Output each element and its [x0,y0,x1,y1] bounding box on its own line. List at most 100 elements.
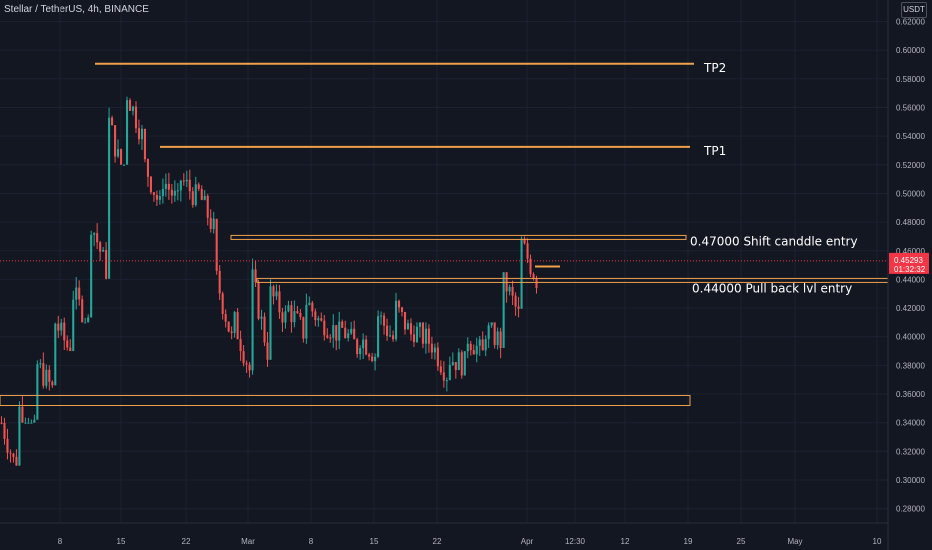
candle-body [466,343,469,352]
candle-body [302,317,305,339]
candle-body [164,183,167,189]
candle-body [499,331,502,348]
candle-body [475,345,478,355]
candle-body [179,180,182,191]
candle-body [409,323,413,335]
candle-body [173,190,176,196]
candle-body [365,339,368,355]
candle-body [356,339,359,355]
candle-body [490,322,493,326]
tp2-label: TP2 [703,61,726,75]
candle-body [170,189,173,196]
price-axis[interactable]: 0.62000 0.60000 0.58000 0.56000 0.54000 0.520… [896,17,925,513]
candle-body [233,312,236,333]
candle-body [158,196,161,200]
candle-body [278,291,281,313]
candle-body [140,128,144,140]
candle-body [487,325,490,340]
candle-body [236,312,239,340]
currency-button[interactable]: USDT [901,2,927,18]
price-tick-label: 0.28000 [896,505,925,514]
candle-body [251,269,254,371]
candle-body [122,164,126,166]
time-tick-label: 19 [684,537,693,546]
candle-body [212,218,215,229]
candle-body [134,106,138,129]
candle-body [197,184,200,189]
candle-body [344,327,347,339]
candle-body [269,286,272,360]
candle-body [341,321,344,328]
candle-body [523,238,526,244]
candle-body [15,456,18,466]
candle-body [45,369,48,386]
candle-body [84,322,87,324]
candle-body [505,272,508,292]
candle-body [60,322,63,331]
time-tick-label: 22 [433,537,442,546]
candle-body [239,339,242,352]
candle-body [508,287,511,292]
candle-body [457,352,460,371]
candle-body [161,188,164,197]
time-tick-label: 12 [621,537,630,546]
candle-body [143,128,147,160]
candle-body [296,311,299,314]
candle-body [209,217,212,229]
candle-body [200,188,203,200]
shift-entry-zone[interactable] [230,234,687,240]
candle-body [338,321,341,341]
candle-body [350,328,353,334]
candle-countdown: 01:32:32 [894,265,926,274]
candle-body [230,331,233,333]
candle-body [493,322,496,346]
candle-body [281,312,284,323]
candle-body [290,305,293,323]
candle-body [436,347,439,367]
candle-body [42,363,45,386]
candle-body [33,419,36,423]
candle-body [383,315,386,326]
candle-body [287,305,290,312]
candle-body [502,272,505,348]
candle-body [299,313,302,318]
candle-body [368,354,371,357]
candle-body [415,326,418,343]
candle-body [403,311,407,330]
candle-body [152,192,155,195]
candles [0,96,888,466]
candle-body [167,183,170,190]
price-tick-label: 0.48000 [896,218,925,227]
candle-body [433,347,436,353]
candle-body [391,335,395,340]
candle-body [0,422,3,424]
price-tick-label: 0.54000 [896,132,925,141]
candle-body [221,293,224,314]
candle-body [260,316,263,319]
support-zone[interactable] [0,394,691,407]
time-axis[interactable]: 8 15 22 Mar 8 15 22 Apr 12:30 12 19 25 May 10 [58,537,882,546]
annotation-levels[interactable]: TP2 TP1 0.47000 Shift canddle entry 0.44000… [0,61,889,407]
candle-body [386,325,389,336]
price-tick-label: 0.36000 [896,390,925,399]
candle-body [176,190,179,192]
candle-body [374,356,377,362]
candle-body [111,117,114,126]
candle-body [311,302,314,312]
candle-body [430,343,433,353]
candle-body [293,311,296,323]
candle-body [224,313,227,322]
candle-body [529,258,532,275]
candle-body [442,372,445,381]
candle-body [248,364,251,371]
price-tick-label: 0.56000 [896,103,925,112]
chart-title: Stellar / TetherUS, 4h, BINANCE [4,4,149,15]
candle-body [421,322,424,344]
candle-body [514,295,517,307]
candle-body [137,128,141,140]
candle-body [439,366,442,373]
time-tick-label: 8 [58,537,63,546]
candle-body [454,362,457,371]
